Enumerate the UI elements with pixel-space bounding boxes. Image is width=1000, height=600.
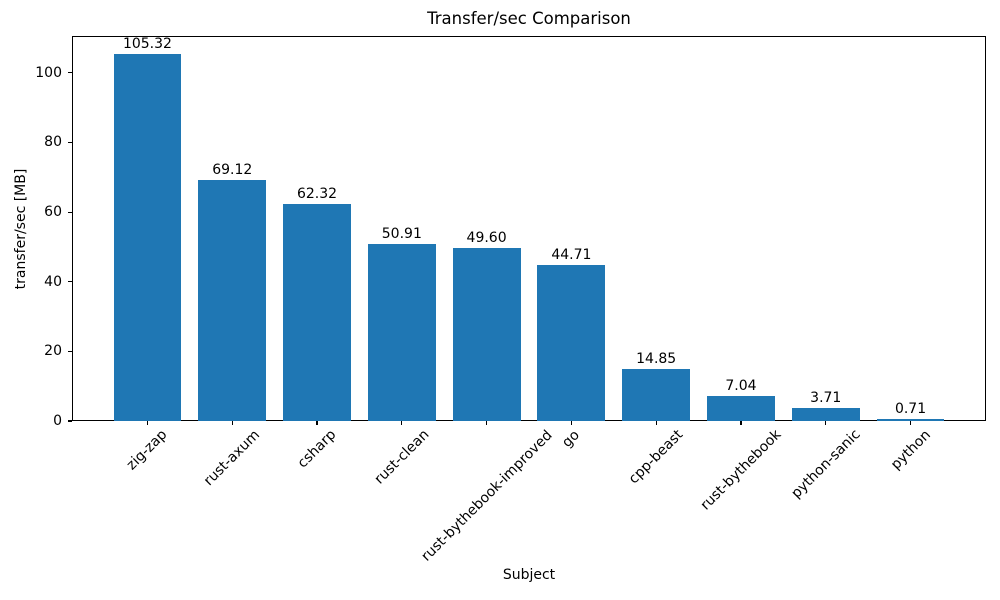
bar xyxy=(113,54,182,421)
x-tick-label: csharp xyxy=(294,426,340,472)
bar xyxy=(876,418,945,421)
x-tick-label: rust-clean xyxy=(371,426,433,488)
bar-value-label: 62.32 xyxy=(296,186,338,203)
bar-value-label: 50.91 xyxy=(381,225,422,242)
x-tick xyxy=(486,421,488,425)
x-tick-label: cpp-beast xyxy=(625,426,687,488)
bar-value-label: 14.85 xyxy=(636,351,677,368)
y-tick-label: 20 xyxy=(44,343,62,360)
bar-value-label: 49.60 xyxy=(466,230,507,247)
x-tick xyxy=(401,421,403,425)
bar-value-label: 7.04 xyxy=(725,378,757,395)
x-tick-label: zig-zap xyxy=(124,426,171,474)
y-tick xyxy=(68,211,72,213)
x-tick xyxy=(909,421,912,425)
plot-area xyxy=(72,36,986,421)
y-tick xyxy=(68,420,72,422)
bar xyxy=(452,248,521,421)
bar xyxy=(537,265,606,421)
y-tick-label: 0 xyxy=(53,413,62,429)
bar-value-label: 69.12 xyxy=(212,162,253,179)
bar-value-label: 44.71 xyxy=(551,247,592,264)
x-tick-label: rust-bythebook xyxy=(697,427,785,514)
x-tick-label: rust-axum xyxy=(201,427,264,490)
y-axis-label: transfer/sec [MB] xyxy=(13,168,29,289)
y-tick-label: 40 xyxy=(44,273,62,290)
x-tick xyxy=(231,421,233,425)
chart-title: Transfer/sec Comparison xyxy=(427,9,631,28)
bar xyxy=(707,396,775,421)
x-tick xyxy=(655,421,657,425)
x-tick xyxy=(570,421,572,425)
y-tick xyxy=(68,281,72,283)
x-tick-label: rust-bythebook-improved xyxy=(417,426,556,565)
y-tick xyxy=(68,72,72,74)
bar-value-label: 3.71 xyxy=(810,390,842,407)
y-tick xyxy=(68,350,72,352)
y-tick-label: 100 xyxy=(35,64,62,81)
y-tick xyxy=(68,141,72,144)
y-tick-label: 80 xyxy=(44,134,62,151)
bar xyxy=(791,408,860,421)
x-tick-label: go xyxy=(559,426,584,451)
bar-value-label: 105.32 xyxy=(122,36,172,53)
x-tick xyxy=(316,421,318,425)
x-axis-label: Subject xyxy=(502,567,556,583)
bar xyxy=(367,243,436,421)
bar xyxy=(622,369,691,421)
bar-value-label: 0.71 xyxy=(894,400,927,417)
x-tick xyxy=(146,421,149,425)
bar xyxy=(283,204,351,421)
y-tick-label: 60 xyxy=(44,204,62,221)
x-tick-label: python xyxy=(887,426,934,473)
x-tick xyxy=(740,421,742,425)
x-tick xyxy=(825,421,827,425)
x-tick-label: python-sanic xyxy=(788,426,864,503)
bar xyxy=(198,180,267,421)
